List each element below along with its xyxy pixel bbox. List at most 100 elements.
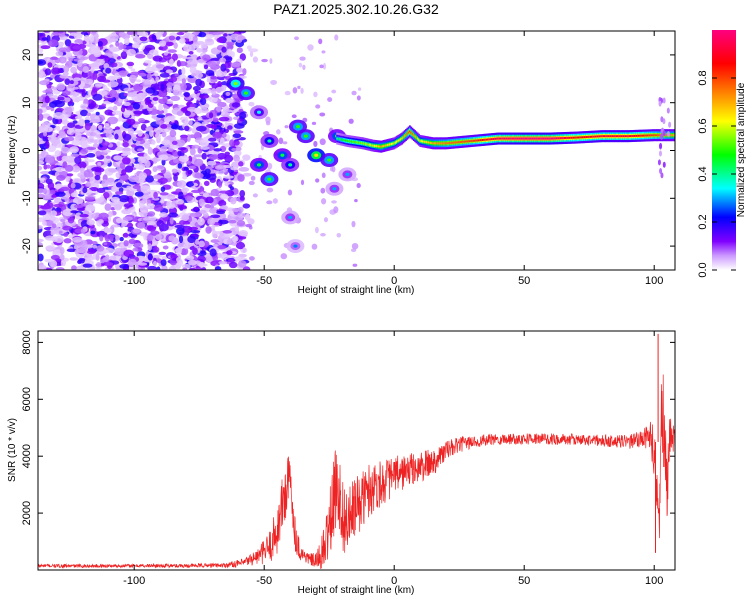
noise-blob bbox=[197, 116, 203, 121]
noise-blob bbox=[47, 116, 53, 121]
noise-blob bbox=[123, 92, 128, 97]
tone-peak bbox=[601, 135, 604, 138]
noise-blob bbox=[242, 203, 251, 209]
transition-blob bbox=[267, 139, 272, 143]
noise-blob bbox=[191, 189, 202, 194]
noise-blob bbox=[98, 212, 109, 220]
noise-blob bbox=[184, 125, 190, 132]
noise-blob bbox=[49, 189, 56, 195]
noise-blob bbox=[158, 98, 168, 105]
noise-blob bbox=[205, 70, 215, 77]
noise-blob bbox=[39, 178, 45, 183]
tone-peak bbox=[503, 137, 506, 140]
tone-peak bbox=[388, 143, 390, 146]
tone-peak bbox=[406, 132, 409, 135]
noise-blob bbox=[54, 191, 66, 197]
spectrogram-x-tick-label: 50 bbox=[518, 275, 530, 287]
noise-blob bbox=[101, 179, 109, 188]
noise-blob bbox=[190, 229, 201, 234]
noise-blob bbox=[311, 243, 318, 250]
noise-blob bbox=[226, 31, 234, 35]
noise-blob bbox=[47, 145, 56, 153]
noise-blob bbox=[140, 185, 151, 193]
noise-blob bbox=[100, 141, 110, 147]
noise-blob bbox=[154, 127, 163, 134]
noise-blob bbox=[89, 66, 95, 74]
noise-blob bbox=[84, 119, 90, 124]
edge-blob bbox=[660, 116, 664, 123]
tone-peak bbox=[355, 141, 358, 144]
tone-peak bbox=[639, 134, 641, 137]
tone-peak bbox=[645, 134, 648, 137]
noise-blob bbox=[38, 264, 47, 270]
tone-peak bbox=[401, 137, 403, 140]
noise-blob bbox=[166, 196, 176, 200]
noise-blob bbox=[197, 40, 204, 45]
tone-peak bbox=[386, 144, 389, 147]
noise-blob bbox=[252, 56, 259, 63]
noise-blob bbox=[137, 222, 146, 229]
noise-blob bbox=[199, 139, 210, 147]
noise-blob bbox=[187, 192, 193, 196]
noise-blob bbox=[80, 228, 86, 234]
tone-peak bbox=[615, 135, 618, 138]
tone-peak bbox=[436, 142, 439, 145]
tone-peak bbox=[515, 137, 518, 140]
snr-line bbox=[38, 374, 675, 569]
noise-blob bbox=[49, 56, 59, 61]
noise-blob bbox=[300, 179, 305, 186]
tone-peak bbox=[428, 141, 431, 144]
noise-blob bbox=[166, 115, 176, 120]
noise-blob bbox=[97, 219, 104, 224]
noise-blob bbox=[130, 144, 137, 148]
noise-blob bbox=[73, 190, 78, 198]
noise-blob bbox=[136, 79, 142, 83]
snr-axes: -100 -50 0 50 100 2000 4000 6000 8000 bbox=[21, 330, 675, 587]
tone-peak bbox=[453, 141, 455, 144]
noise-blob bbox=[127, 118, 136, 126]
noise-blob bbox=[109, 76, 117, 82]
tone-peak bbox=[520, 137, 523, 140]
noise-blob bbox=[122, 133, 132, 141]
noise-blob bbox=[166, 200, 173, 209]
noise-blob bbox=[66, 129, 72, 135]
noise-blob bbox=[94, 174, 101, 181]
tone-peak bbox=[364, 142, 367, 145]
spectrogram-x-tick-label: 100 bbox=[645, 275, 663, 287]
noise-blob bbox=[122, 216, 133, 221]
tone-peak bbox=[462, 140, 465, 143]
noise-blob bbox=[216, 31, 224, 35]
noise-blob bbox=[57, 96, 65, 101]
noise-blob bbox=[174, 73, 179, 77]
tone-peak bbox=[658, 134, 661, 137]
noise-blob bbox=[233, 154, 241, 162]
noise-blob bbox=[160, 198, 165, 204]
tone-peak bbox=[440, 142, 442, 145]
noise-blob bbox=[218, 260, 228, 265]
transition-blob bbox=[257, 163, 261, 167]
tone-peak bbox=[476, 139, 479, 142]
noise-blob bbox=[216, 210, 226, 215]
tone-peak bbox=[479, 139, 481, 142]
noise-blob bbox=[230, 62, 241, 68]
spectrogram-x-axis-label: Height of straight line (km) bbox=[298, 285, 415, 296]
noise-blob bbox=[139, 231, 149, 237]
noise-blob bbox=[123, 203, 134, 208]
tone-peak bbox=[519, 137, 522, 140]
noise-blob bbox=[82, 65, 90, 73]
tone-peak bbox=[544, 137, 546, 140]
transition-blob bbox=[244, 91, 248, 95]
tone-peak bbox=[650, 134, 653, 137]
noise-blob bbox=[222, 167, 227, 173]
noise-blob bbox=[111, 110, 122, 115]
tone-peak bbox=[554, 137, 557, 140]
noise-blob bbox=[217, 244, 227, 250]
noise-blob bbox=[181, 77, 186, 85]
noise-blob bbox=[118, 32, 126, 38]
tone-peak bbox=[557, 137, 559, 140]
noise-blob bbox=[229, 139, 235, 147]
noise-blob bbox=[168, 212, 179, 218]
noise-blob bbox=[97, 161, 102, 166]
noise-blob bbox=[156, 165, 165, 169]
noise-blob bbox=[138, 172, 148, 180]
